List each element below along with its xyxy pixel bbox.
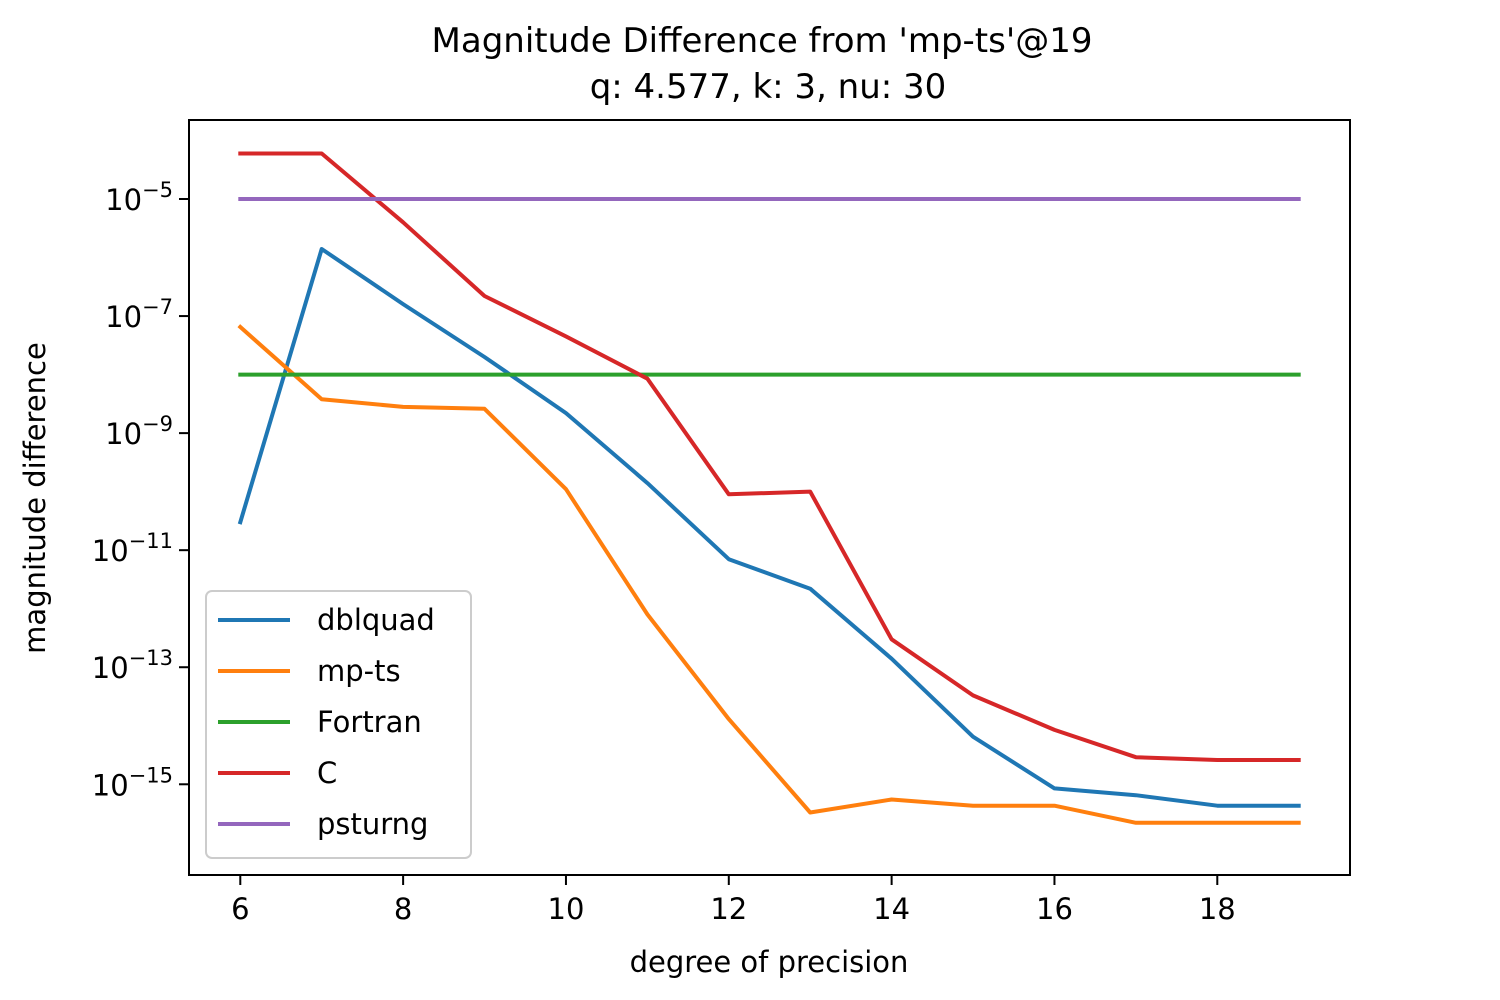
series-line-mp-ts <box>237 324 1301 825</box>
legend-label: mp-ts <box>317 654 401 688</box>
x-tick-label: 16 <box>1036 892 1073 926</box>
y-tick-label: 10−15 <box>92 763 173 802</box>
legend-label: Fortran <box>317 705 422 739</box>
chart-title: Magnitude Difference from 'mp-ts'@19 <box>432 21 1093 61</box>
x-axis-label: degree of precision <box>630 945 909 979</box>
y-tick-label: 10−11 <box>92 529 173 568</box>
y-axis-label: magnitude difference <box>18 342 52 654</box>
y-tick-label: 10−7 <box>105 295 173 334</box>
legend-box <box>205 590 472 859</box>
x-tick-label: 6 <box>231 892 249 926</box>
legend-label: dblquad <box>317 603 435 637</box>
x-tick-label: 12 <box>710 892 747 926</box>
series-line-c <box>238 151 1301 762</box>
x-tick-label: 10 <box>548 892 585 926</box>
series-line-dblquad <box>237 247 1301 808</box>
x-axis-ticks: 6 8 10 12 14 16 18 <box>231 875 1236 926</box>
chart-subtitle: q: 4.577, k: 3, nu: 30 <box>590 67 947 107</box>
y-axis-ticks: 10−15 10−13 10−11 10−9 10−7 10−5 <box>92 178 189 802</box>
x-tick-label: 14 <box>873 892 910 926</box>
x-tick-label: 8 <box>394 892 412 926</box>
x-tick-label: 18 <box>1199 892 1236 926</box>
legend-label: C <box>317 756 337 790</box>
y-tick-label: 10−13 <box>92 646 173 685</box>
legend-label: psturng <box>317 807 428 841</box>
y-tick-label: 10−9 <box>105 412 173 451</box>
y-tick-label: 10−5 <box>105 178 173 217</box>
series-layer <box>237 151 1301 825</box>
